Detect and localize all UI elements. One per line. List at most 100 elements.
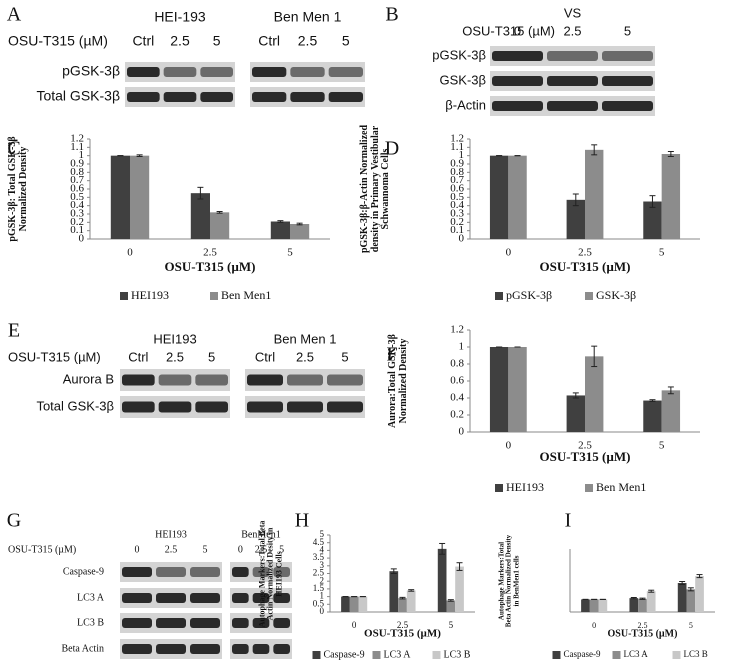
y-tick-label: 1.1: [70, 141, 84, 153]
bar: [508, 155, 527, 239]
y-axis-label: pGSK-3β: Total GSK-3β Normalized Density: [7, 136, 29, 242]
row-label: β-Actin: [445, 97, 486, 112]
blot-band: [200, 92, 233, 102]
bar: [643, 201, 662, 239]
bar: [398, 598, 407, 612]
blot-band: [232, 593, 249, 603]
treatment-label: OSU-T315 (µM): [8, 544, 76, 555]
legend-label: LC3 B: [444, 649, 471, 660]
y-tick-label: 1: [459, 149, 465, 161]
bar: [585, 149, 604, 239]
blot-band: [327, 374, 363, 386]
cell-line-name: HEI193: [155, 529, 187, 540]
x-tick-label: 2.5: [397, 620, 409, 630]
y-tick-label: 0.8: [450, 358, 464, 370]
row-label: Beta Actin: [62, 643, 105, 654]
bar: [437, 548, 447, 612]
panel-label: H: [295, 510, 309, 532]
y-tick-label: 0.7: [450, 174, 464, 186]
cell-line-name: VS: [564, 5, 582, 20]
y-tick-label: 1.1: [450, 141, 464, 153]
blot-band: [122, 374, 155, 386]
blot-band: [156, 644, 186, 654]
y-tick-label: 1.2: [450, 133, 464, 145]
panel-label: A: [7, 4, 22, 26]
bar: [358, 596, 368, 612]
row-label: Total GSK-3β: [36, 88, 120, 104]
x-axis-label: OSU-T315 (µM): [540, 449, 631, 464]
legend-label: HEI193: [131, 288, 169, 302]
bar: [598, 599, 608, 612]
bar: [110, 155, 130, 239]
x-tick-label: 2.5: [578, 247, 592, 259]
blot-band: [252, 567, 270, 577]
y-tick-label: 4.5: [313, 537, 325, 547]
y-tick-label: 0.6: [70, 183, 84, 195]
condition-label: 2.5: [298, 33, 318, 49]
blot-band: [252, 67, 287, 77]
condition-label: 2.5: [296, 349, 314, 364]
bar: [638, 598, 647, 612]
blot-band: [127, 92, 160, 102]
x-tick-label: 0: [592, 621, 596, 630]
blot-band: [492, 101, 543, 111]
condition-label: 0: [238, 544, 243, 555]
panel-label: E: [8, 320, 20, 342]
y-tick-label: 0.5: [450, 191, 464, 203]
condition-label: 5: [341, 349, 348, 364]
row-label: Caspase-9: [63, 566, 104, 577]
y-tick-label: 1.2: [450, 324, 464, 336]
blot-band: [602, 101, 653, 111]
x-tick-label: 0: [352, 620, 357, 630]
condition-label: 0: [135, 544, 140, 555]
bar: [566, 199, 585, 239]
blot-band: [232, 644, 249, 654]
bar: [686, 589, 696, 612]
row-label: LC3 B: [77, 617, 104, 628]
x-tick-label: 5: [287, 247, 293, 259]
legend-label: pGSK-3β: [506, 288, 552, 302]
y-tick-label: 0.1: [450, 224, 464, 236]
treatment-label: OSU-T315 (µM): [8, 33, 108, 49]
blot-band: [290, 92, 325, 102]
y-tick-label: 0.6: [450, 375, 464, 387]
y-tick-label: 2: [320, 575, 325, 585]
bar: [489, 347, 509, 432]
x-tick-label: 0: [506, 247, 512, 259]
cell-line-name: HEI193: [153, 331, 196, 346]
bar: [661, 390, 681, 432]
row-label: LC3 A: [77, 592, 105, 603]
bar: [585, 356, 604, 432]
blot-band: [158, 374, 192, 386]
y-tick-label: 0: [79, 233, 85, 245]
blot-band: [602, 51, 653, 61]
condition-label: 2.5: [166, 349, 184, 364]
legend-label: GSK-3β: [596, 288, 636, 302]
blot-band: [273, 567, 290, 577]
y-tick-label: 0.8: [70, 166, 84, 178]
y-tick-label: 0.9: [70, 158, 84, 170]
blot-band: [190, 593, 220, 603]
condition-label: Ctrl: [128, 349, 148, 364]
panel-label: C: [7, 138, 20, 160]
blot-band: [195, 374, 228, 386]
blot-band: [547, 101, 598, 111]
legend-swatch: [585, 484, 593, 492]
bar: [489, 155, 509, 239]
panel-label: G: [7, 510, 21, 532]
blot-band: [602, 76, 653, 86]
y-tick-label: 0.1: [70, 224, 84, 236]
blot-band: [252, 618, 270, 628]
x-axis-label: OSU-T315 (µM): [540, 259, 631, 274]
x-tick-label: 5: [449, 620, 454, 630]
y-tick-label: 1: [79, 149, 85, 161]
bar: [130, 155, 150, 239]
legend-swatch: [312, 651, 321, 659]
legend-swatch: [120, 292, 128, 300]
legend-label: HEI193: [506, 480, 544, 494]
treatment-label: OSU-T315 (µM): [462, 23, 555, 38]
y-tick-label: 0.5: [70, 191, 84, 203]
y-tick-label: 0: [459, 426, 465, 438]
